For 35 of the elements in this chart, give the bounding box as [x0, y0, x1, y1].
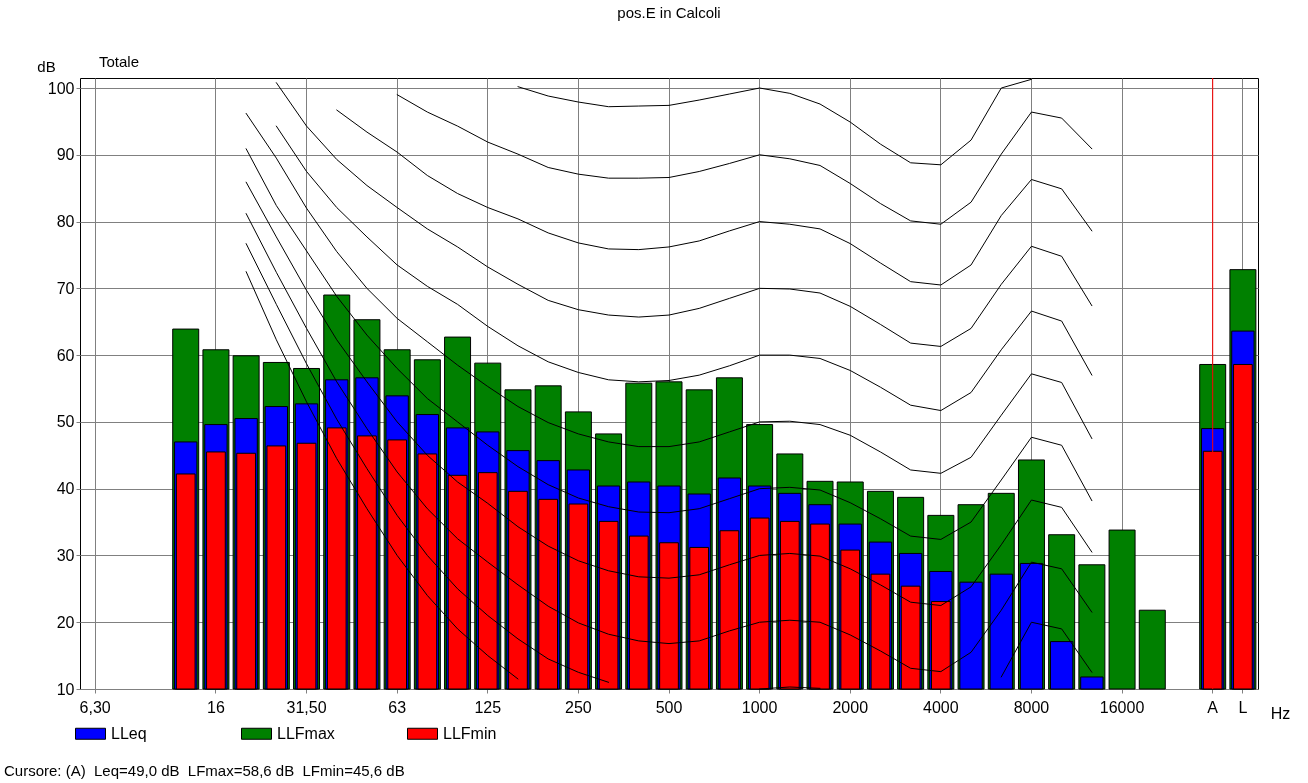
- x-tick-label: 125: [474, 698, 502, 716]
- x-tick-label: 6,30: [79, 698, 111, 716]
- x-tick-label: 500: [655, 698, 683, 716]
- x-tick-label: 31,50: [286, 698, 327, 716]
- y-tick-label: 100: [47, 79, 75, 97]
- chart-subtitle: Totale: [99, 53, 140, 70]
- line-series: [336, 109, 1093, 286]
- y-tick-label: 60: [56, 346, 75, 364]
- line-series: [275, 82, 1093, 347]
- x-tick-label: L: [1238, 698, 1248, 716]
- y-tick-label: 90: [56, 146, 75, 164]
- line-series: [396, 94, 1093, 225]
- x-tick-label: A: [1207, 698, 1219, 716]
- x-tick-label: 2000: [832, 698, 869, 716]
- chart-title: pos.E in Calcoli: [617, 4, 721, 21]
- x-tick-label: 16: [207, 698, 225, 716]
- legend-label: LLFmin: [443, 724, 497, 742]
- legend-label: LLeq: [111, 724, 147, 742]
- x-tick-label: 250: [565, 698, 592, 716]
- x-tick-label: 16000: [1099, 698, 1145, 716]
- y-tick-label: 40: [56, 480, 75, 498]
- y-tick-label: 10: [56, 680, 75, 698]
- y-tick-label: 80: [56, 213, 75, 231]
- legend-label: LLFmax: [277, 724, 335, 742]
- y-tick-label: 50: [56, 413, 75, 431]
- x-axis-title: Hz: [1270, 704, 1291, 722]
- y-axis-title: dB: [37, 57, 56, 75]
- y-tick-label: 30: [56, 546, 75, 564]
- text: Cursore: (A) Leq=49,0 dB LFmax=58,6 dB LFmin=45,6 dB: [4, 762, 405, 779]
- y-tick-label: 20: [56, 613, 75, 631]
- y-tick-label: 70: [56, 279, 75, 297]
- x-tick-label: 63: [388, 698, 407, 716]
- x-tick-label: 8000: [1013, 698, 1050, 716]
- x-tick-label: 1000: [741, 698, 778, 716]
- x-tick-label: 4000: [923, 698, 959, 716]
